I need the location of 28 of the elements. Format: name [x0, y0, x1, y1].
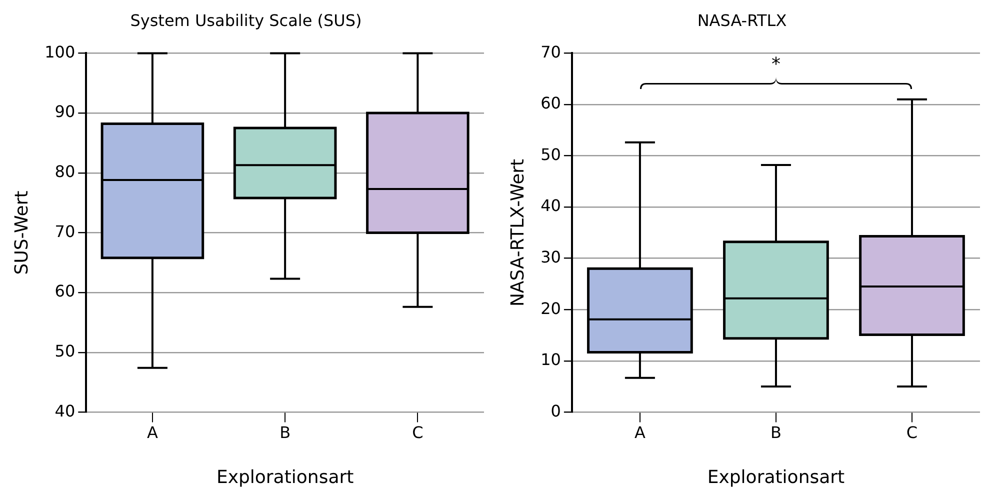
y-tick-label: 90 [54, 102, 76, 122]
annotation: * [771, 54, 780, 75]
x-axis-title: Explorationsart [707, 466, 845, 488]
x-tick-label: C [906, 422, 918, 442]
chart-title: System Usability Scale (SUS) [130, 10, 362, 30]
x-tick-label: A [634, 422, 646, 442]
y-tick-label: 50 [54, 342, 76, 361]
y-tick-label: 10 [540, 350, 561, 370]
y-tick-label: 40 [54, 401, 76, 420]
y-tick-label: 40 [540, 196, 561, 216]
y-tick-label: 0 [550, 401, 561, 420]
x-tick-label: C [412, 422, 424, 442]
chart-title: NASA-RTLX [697, 10, 787, 30]
y-tick-label: 80 [54, 162, 76, 182]
y-tick-label: 60 [54, 282, 76, 301]
y-tick-label: 100 [44, 42, 76, 62]
y-axis-title: NASA-RTLX-Wert [507, 158, 528, 307]
x-tick-label: B [280, 422, 291, 442]
y-axis-title: SUS-Wert [11, 190, 32, 275]
x-tick-label: B [770, 422, 782, 442]
x-tick-label: A [146, 422, 158, 442]
y-tick-label: 50 [540, 144, 561, 164]
y-tick-label: 60 [540, 94, 561, 113]
x-axis-title: Explorationsart [216, 466, 354, 488]
y-tick-label: 30 [540, 248, 561, 266]
y-tick-label: 70 [540, 42, 561, 62]
y-tick-label: 20 [540, 298, 561, 318]
y-tick-label: 70 [54, 222, 76, 241]
